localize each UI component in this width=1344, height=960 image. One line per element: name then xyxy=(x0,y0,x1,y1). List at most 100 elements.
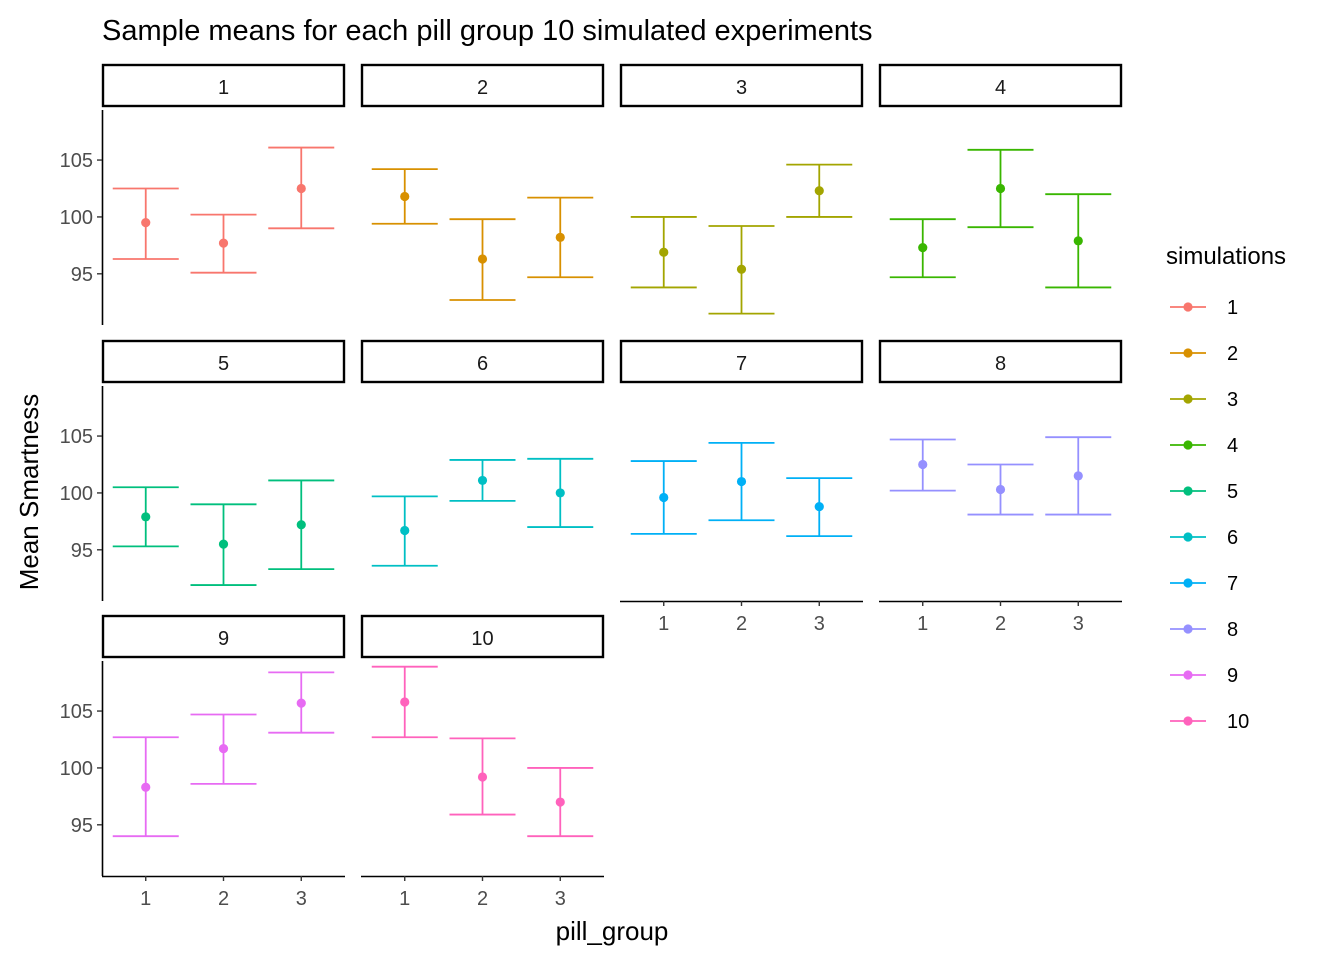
mean-point xyxy=(1073,471,1083,481)
legend-key-point xyxy=(1183,440,1193,450)
chart-title: Sample means for each pill group 10 simu… xyxy=(102,15,873,47)
y-tick-label: 105 xyxy=(60,426,93,448)
x-tick-label: 1 xyxy=(917,613,928,635)
facet-panel-8: 8 1 2 3 xyxy=(878,339,1123,635)
legend-item-7: 7 xyxy=(1170,573,1238,595)
legend-label: 5 xyxy=(1227,481,1238,503)
legend-key-point xyxy=(1183,394,1193,404)
facet-strip-label: 4 xyxy=(995,77,1006,99)
mean-point xyxy=(400,697,410,707)
mean-point xyxy=(736,476,747,487)
legend-label: 10 xyxy=(1227,711,1249,733)
mean-point xyxy=(1073,236,1083,246)
mean-point xyxy=(141,512,151,522)
facet-panel-9: 9 95 100 105 1 2 3 xyxy=(60,614,346,910)
legend-label: 9 xyxy=(1227,665,1238,687)
facet-strip-label: 6 xyxy=(477,353,488,375)
mean-point xyxy=(477,772,488,782)
mean-point xyxy=(400,525,410,536)
legend-label: 6 xyxy=(1227,527,1238,549)
legend-key-point xyxy=(1183,624,1193,634)
facet-panel-2: 2 xyxy=(360,63,605,301)
y-tick-label: 100 xyxy=(60,207,93,229)
x-tick-label: 2 xyxy=(477,888,488,910)
mean-point xyxy=(218,539,229,549)
legend-item-5: 5 xyxy=(1170,481,1238,503)
y-tick-label: 100 xyxy=(60,758,93,780)
legend-title: simulations xyxy=(1166,243,1286,270)
mean-point xyxy=(555,797,565,807)
mean-point xyxy=(814,501,824,512)
facet-strip xyxy=(878,63,1123,108)
facet-strip-label: 3 xyxy=(736,77,747,99)
legend-key-point xyxy=(1183,348,1193,358)
mean-point xyxy=(477,475,488,486)
legend-item-2: 2 xyxy=(1170,343,1238,365)
legend-item-9: 9 xyxy=(1170,665,1238,687)
facet-panel-1: 1 95 100 105 xyxy=(60,63,346,325)
mean-point xyxy=(555,488,565,498)
x-tick-label: 1 xyxy=(658,613,669,635)
y-tick-label: 105 xyxy=(60,701,93,723)
y-tick-label: 95 xyxy=(71,815,93,837)
legend-item-3: 3 xyxy=(1170,389,1238,411)
y-tick-label: 95 xyxy=(71,540,93,562)
x-tick-label: 3 xyxy=(555,888,566,910)
facet-strip xyxy=(101,614,346,659)
x-tick-label: 3 xyxy=(296,888,307,910)
legend-key-point xyxy=(1183,302,1193,312)
mean-point xyxy=(400,191,410,202)
x-tick-label: 1 xyxy=(140,888,151,910)
facet-strip xyxy=(360,339,605,384)
x-tick-label: 1 xyxy=(399,888,410,910)
x-axis-label: pill_group xyxy=(556,916,669,946)
legend-key-point xyxy=(1183,716,1193,726)
mean-point xyxy=(296,520,306,530)
mean-point xyxy=(218,743,229,754)
facet-panel-3: 3 xyxy=(619,63,864,315)
mean-point xyxy=(995,484,1006,495)
facet-panel-10: 10 1 2 3 xyxy=(360,614,605,910)
x-tick-label: 2 xyxy=(736,613,747,635)
legend-label: 7 xyxy=(1227,573,1238,595)
facet-strip xyxy=(360,614,605,659)
legend-item-1: 1 xyxy=(1170,297,1238,319)
legend-key-point xyxy=(1183,670,1193,680)
legend-label: 4 xyxy=(1227,435,1238,457)
mean-point xyxy=(141,782,151,792)
facet-strip xyxy=(101,63,346,108)
legend-item-8: 8 xyxy=(1170,619,1238,641)
x-tick-label: 3 xyxy=(814,613,825,635)
facet-strip xyxy=(619,339,864,384)
legend-label: 2 xyxy=(1227,343,1238,365)
legend-key-point xyxy=(1183,486,1193,496)
mean-point xyxy=(814,186,824,196)
y-tick-label: 100 xyxy=(60,483,93,505)
y-axis-label: Mean Smartness xyxy=(14,394,44,591)
legend-key-point xyxy=(1183,578,1193,588)
mean-point xyxy=(659,247,669,257)
facet-panel-6: 6 xyxy=(360,339,605,567)
legend-key-point xyxy=(1183,532,1193,542)
mean-point xyxy=(296,698,306,708)
facet-strip xyxy=(360,63,605,108)
facet-panel-4: 4 xyxy=(878,63,1123,289)
x-tick-label: 2 xyxy=(995,613,1006,635)
mean-point xyxy=(918,243,928,253)
legend-label: 1 xyxy=(1227,297,1238,319)
facet-strip xyxy=(101,339,346,384)
x-tick-label: 2 xyxy=(218,888,229,910)
mean-point xyxy=(918,459,928,470)
mean-point xyxy=(555,232,565,243)
facet-strip-label: 2 xyxy=(477,77,488,99)
facet-strip xyxy=(619,63,864,108)
x-tick-label: 3 xyxy=(1073,613,1084,635)
legend: simulations 1 2 3 4 5 6 7 8 9 10 xyxy=(1166,243,1286,733)
mean-point xyxy=(477,254,488,264)
facet-strip-label: 8 xyxy=(995,353,1006,375)
mean-point xyxy=(141,218,151,228)
mean-point xyxy=(736,264,747,274)
mean-point xyxy=(659,492,669,503)
